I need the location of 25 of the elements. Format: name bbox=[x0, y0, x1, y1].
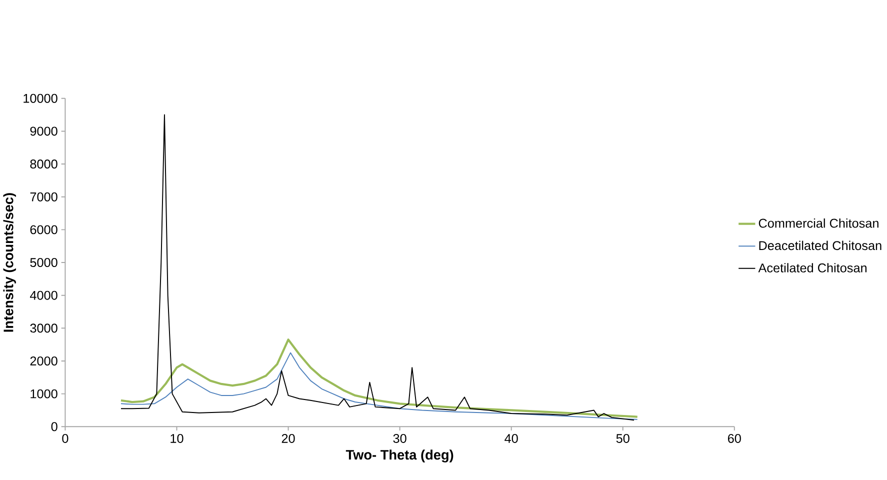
y-axis-title: Intensity (counts/sec) bbox=[3, 193, 16, 332]
y-tick-label: 5000 bbox=[30, 258, 58, 267]
y-tick-label: 0 bbox=[51, 422, 58, 432]
y-tick-label: 8000 bbox=[30, 159, 58, 168]
legend-label: Deacetilated Chitosan bbox=[759, 240, 882, 250]
x-tick-label: 30 bbox=[393, 434, 406, 443]
y-tick-label: 7000 bbox=[30, 192, 58, 202]
legend-label: Acetilated Chitosan bbox=[758, 262, 866, 272]
x-tick-label: 0 bbox=[62, 434, 68, 443]
line-series bbox=[120, 338, 638, 418]
x-tick-label: 20 bbox=[282, 434, 295, 443]
x-tick-label: 60 bbox=[728, 434, 741, 443]
y-tick-label: 3000 bbox=[30, 324, 58, 333]
y-tick-label: 1000 bbox=[30, 389, 58, 398]
x-tick-label: 50 bbox=[616, 434, 630, 443]
y-tick-label: 2000 bbox=[30, 356, 58, 366]
line-series bbox=[120, 114, 635, 420]
y-tick-label: 9000 bbox=[30, 126, 58, 136]
y-tick-label: 4000 bbox=[30, 290, 58, 300]
x-tick-label: 40 bbox=[504, 434, 518, 443]
y-tick-label: 6000 bbox=[30, 225, 58, 234]
x-tick-label: 10 bbox=[170, 434, 184, 443]
x-axis-title: Two- Theta (deg) bbox=[346, 450, 454, 462]
legend-label: Commercial Chitosan bbox=[758, 218, 878, 228]
y-tick-label: 10000 bbox=[24, 94, 58, 103]
